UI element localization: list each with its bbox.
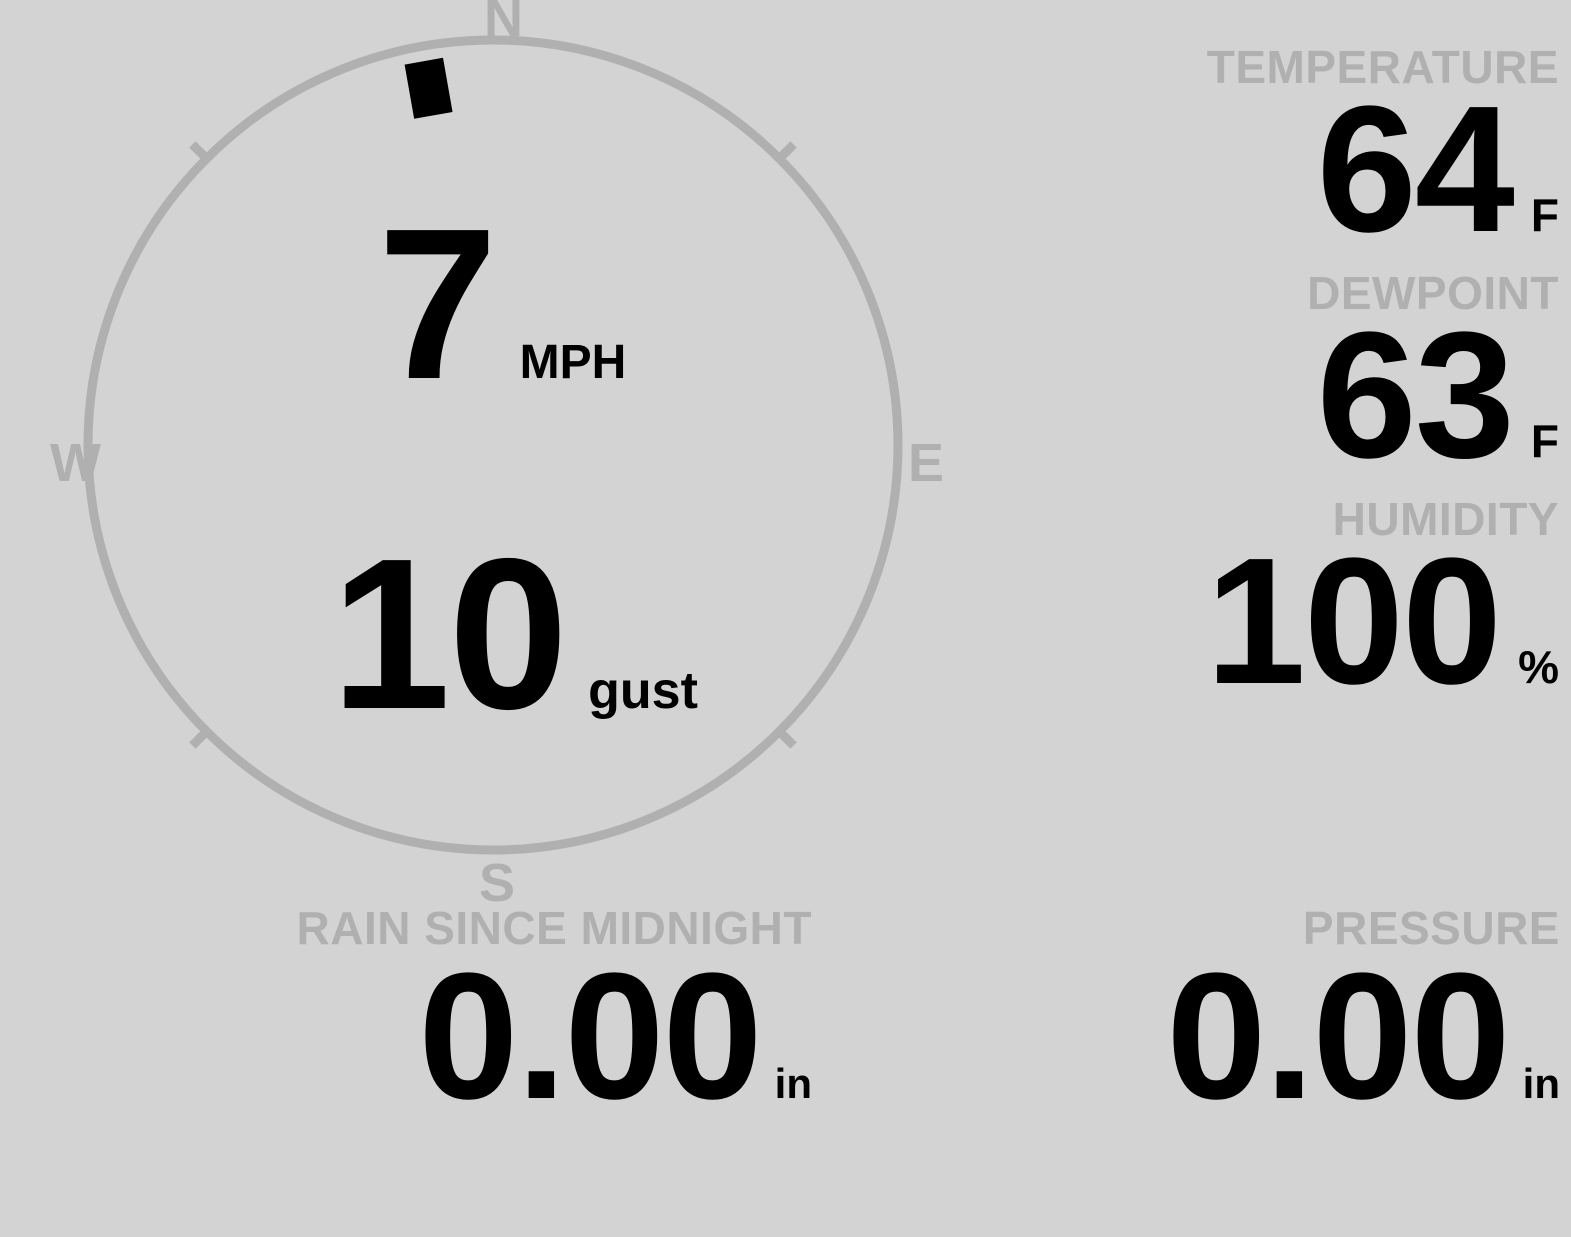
stat-pressure-value: 0.00 [1166, 936, 1510, 1137]
stat-rain-since-midnight: RAIN SINCE MIDNIGHT 0.00 in [0, 902, 813, 1127]
stat-humidity-value: 100 [1205, 521, 1502, 722]
compass-tick-marks [189, 141, 797, 749]
wind-gust-readout: 10 gust [331, 526, 698, 741]
stats-column: TEMPERATURE 64 F DEWPOINT 63 F HUMIDITY … [999, 0, 1559, 712]
compass-label-south: S [479, 853, 516, 913]
stat-temperature-unit: F [1530, 189, 1559, 241]
wind-gust-unit: gust [588, 662, 698, 720]
stat-dewpoint-value: 63 [1316, 295, 1515, 496]
wind-gust-value: 10 [331, 513, 568, 754]
stat-humidity: HUMIDITY 100 % [999, 496, 1559, 712]
stat-pressure-label: PRESSURE [1302, 902, 1560, 954]
stat-temperature-label: TEMPERATURE [1206, 41, 1559, 93]
stat-rain-label: RAIN SINCE MIDNIGHT [296, 902, 812, 954]
stat-humidity-label: HUMIDITY [1332, 493, 1559, 545]
stat-dewpoint-unit: F [1530, 415, 1559, 467]
wind-speed-unit: MPH [519, 336, 627, 389]
compass-label-west: W [50, 433, 101, 493]
stat-rain-unit: in [774, 1060, 812, 1107]
wind-speed-value: 7 [378, 183, 498, 424]
stat-humidity-unit: % [1518, 641, 1559, 693]
stat-humidity-value-row: 100 % [999, 532, 1559, 712]
stat-temperature-value-row: 64 F [999, 80, 1559, 260]
wind-direction-marker [404, 57, 453, 119]
compass-ring [83, 35, 903, 855]
stat-rain-value-row: 0.00 in [0, 947, 812, 1127]
stat-pressure-unit: in [1522, 1060, 1560, 1107]
wind-speed-readout: 7 MPH [378, 196, 626, 411]
compass-dial [83, 35, 903, 855]
wind-compass-panel: N E S W 7 MPH 10 gust [0, 0, 990, 910]
stat-dewpoint-value-row: 63 F [999, 306, 1559, 486]
compass-label-north: N [484, 0, 523, 48]
stat-pressure: PRESSURE 0.00 in [760, 905, 1560, 1127]
stat-dewpoint: DEWPOINT 63 F [999, 270, 1559, 486]
stat-rain-value: 0.00 [418, 936, 762, 1137]
stat-dewpoint-label: DEWPOINT [1307, 267, 1559, 319]
stat-pressure-value-row: 0.00 in [760, 947, 1560, 1127]
stat-temperature: TEMPERATURE 64 F [999, 44, 1559, 260]
compass-label-east: E [908, 433, 945, 493]
stat-temperature-value: 64 [1316, 69, 1515, 270]
